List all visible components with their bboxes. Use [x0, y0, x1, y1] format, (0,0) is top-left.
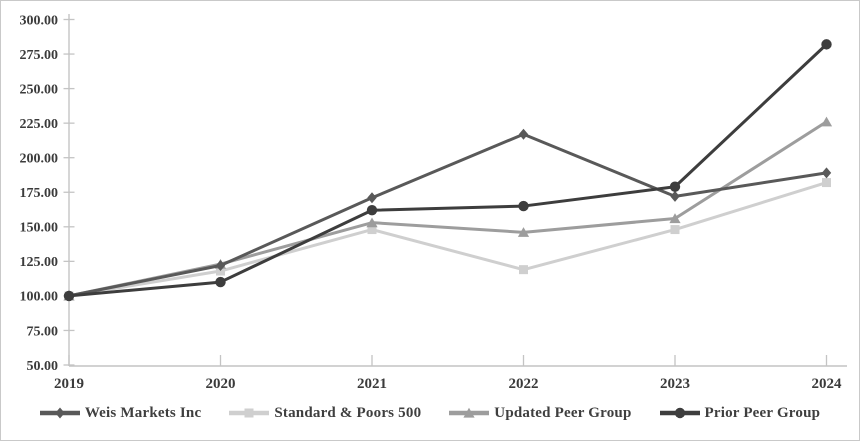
x-axis-tick-label: 2024 — [812, 376, 843, 392]
chart-legend: Weis Markets Inc Standard & Poors 500 Upda… — [1, 397, 859, 429]
square-marker-icon — [670, 225, 680, 235]
x-axis-tick-label: 2019 — [54, 376, 84, 392]
circle-marker-icon — [366, 205, 378, 216]
triangle-marker-icon — [366, 217, 378, 228]
y-axis-tick-label: 150.00 — [20, 221, 59, 236]
circle-marker-icon — [821, 39, 832, 50]
square-marker-icon — [244, 408, 254, 418]
square-marker-icon — [367, 225, 377, 235]
circle-marker-icon — [674, 407, 685, 419]
circle-marker-icon — [518, 200, 529, 212]
legend-item-weis-markets-inc: Weis Markets Inc — [39, 404, 202, 422]
series-line-diamond — [68, 132, 827, 298]
diamond-marker-icon — [367, 192, 377, 204]
series-line-square — [68, 181, 827, 298]
x-axis-tick-label: 2021 — [357, 376, 387, 392]
legend-item-prior-peer-group: Prior Peer Group — [659, 404, 821, 422]
circle-marker-icon — [63, 290, 75, 302]
legend-label: Prior Peer Group — [704, 404, 821, 421]
triangle-legend-swatch-icon — [449, 407, 490, 418]
square-marker-icon — [822, 178, 831, 188]
square-marker-icon — [216, 266, 225, 276]
x-axis-tick-label: 2020 — [206, 376, 236, 392]
circle-marker-icon — [215, 276, 226, 288]
y-axis-tick-label: 100.00 — [20, 290, 59, 305]
y-axis-tick-label: 50.00 — [27, 359, 59, 374]
y-axis-tick-label: 200.00 — [20, 152, 59, 167]
legend-item-updated-peer-group: Updated Peer Group — [449, 405, 631, 422]
legend-label: Standard & Poors 500 — [274, 404, 422, 421]
y-axis-tick-label: 75.00 — [27, 324, 59, 339]
x-axis-tick-label: 2022 — [509, 376, 539, 392]
y-axis-tick-label: 125.00 — [20, 255, 59, 270]
diamond-marker-icon — [518, 128, 529, 140]
legend-label: Weis Markets Inc — [84, 404, 202, 421]
series-line-circle — [68, 43, 828, 298]
legend-label: Updated Peer Group — [494, 404, 632, 421]
y-axis-tick-label: 275.00 — [20, 48, 59, 63]
diamond-marker-icon — [55, 407, 65, 419]
chart-canvas: 300.00 275.00 250.00 225.00 200.00 175.00 150.… — [20, 13, 847, 392]
y-axis-tick-label: 225.00 — [20, 117, 59, 132]
diamond-marker-icon — [821, 167, 832, 179]
diamond-marker-icon — [215, 259, 226, 271]
y-axis-tick-label: 250.00 — [20, 82, 59, 97]
diamond-legend-swatch-icon — [39, 407, 80, 419]
triangle-marker-icon — [669, 213, 681, 224]
y-axis-tick-label: 175.00 — [20, 186, 59, 201]
square-legend-swatch-icon — [229, 408, 270, 418]
circle-legend-swatch-icon — [659, 407, 700, 419]
diamond-marker-icon — [670, 190, 680, 202]
square-marker-icon — [519, 265, 528, 275]
legend-item-standard-poors-500: Standard & Poors 500 — [229, 405, 421, 422]
circle-marker-icon — [669, 181, 681, 192]
y-axis-tick-label: 300.00 — [20, 13, 59, 28]
triangle-marker-icon — [820, 116, 833, 127]
triangle-marker-icon — [517, 227, 530, 237]
x-axis-tick-label: 2023 — [660, 376, 690, 392]
triangle-marker-icon — [463, 407, 475, 418]
